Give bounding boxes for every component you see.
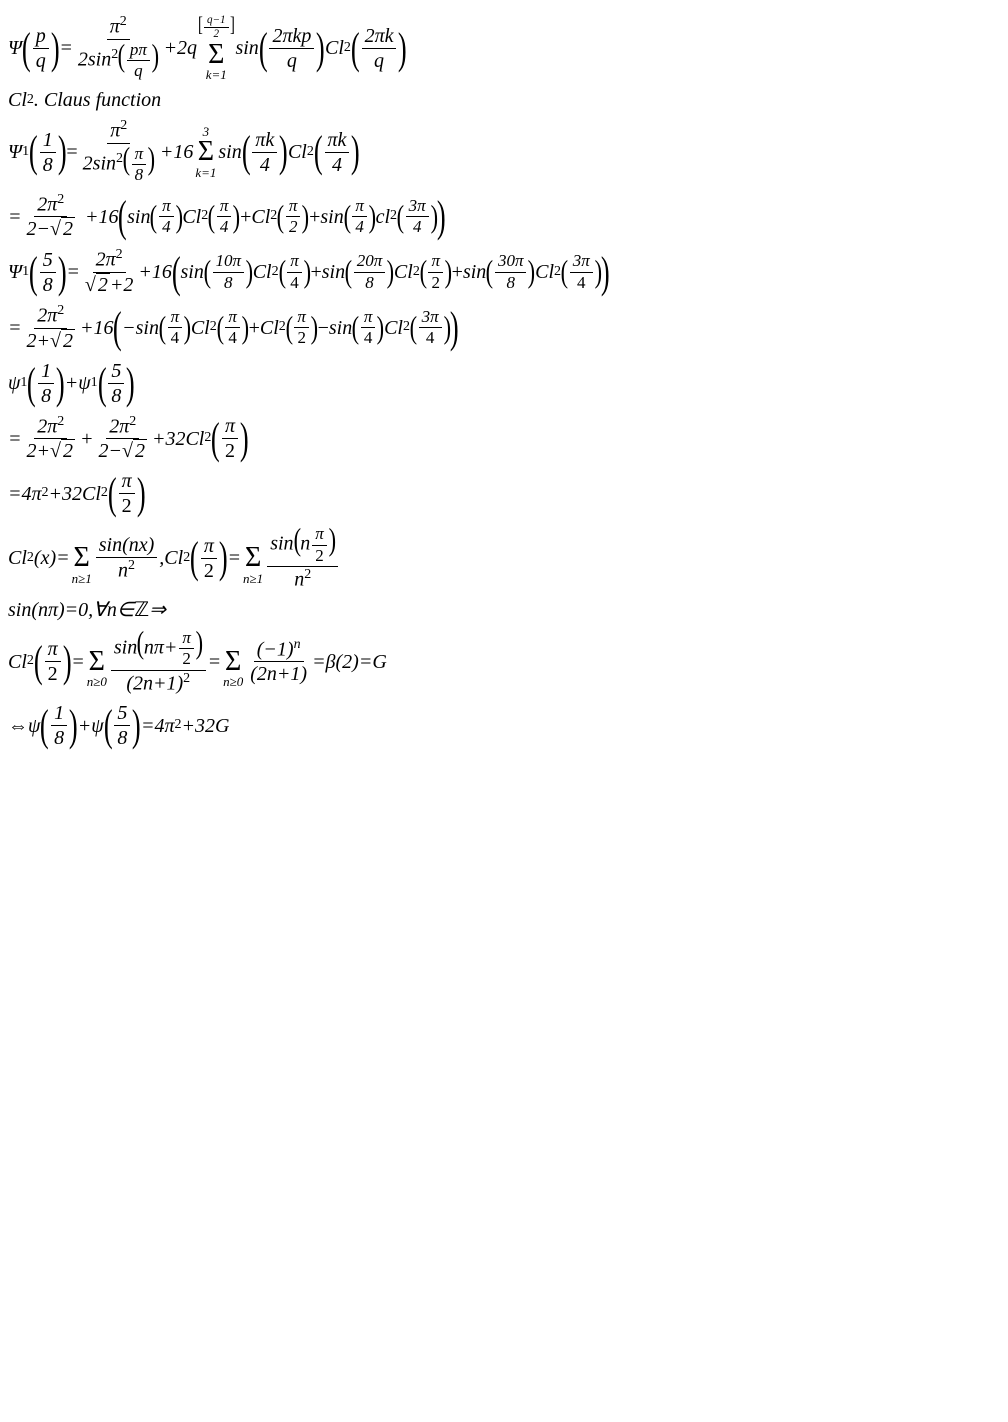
equation-line-11: sin(nπ)=0,∀n∈ℤ⇒	[8, 598, 1008, 622]
equation-line-7: ψ1 (18) +ψ1 (58)	[8, 359, 1008, 408]
equation-line-9: =4π2 +32Cl2 (π2)	[8, 469, 1008, 518]
equation-line-8: = 2π2 2+2 + 2π2 2−2 +32Cl2 (π2)	[8, 414, 1008, 464]
equation-line-3: Ψ1 (18) = π2 2sin2(π8) +16 3 Σ k=1 sin (…	[8, 118, 1008, 185]
sum-icon: Σn≥1	[243, 530, 263, 586]
equation-line-1: Ψ ( pq ) = π2 2sin2(pπq) +2q [q−12] Σ k=…	[8, 14, 1008, 82]
equation-line-4: = 2π2 2−2 +16 ( sin(π4) Cl2(π4) +Cl2(π2)…	[8, 192, 1008, 242]
sum-icon: 3 Σ k=1	[195, 124, 216, 180]
equation-line-12: Cl2 (π2) = Σn≥0 sin(nπ+π2) (2n+1)2 = Σn≥…	[8, 628, 1008, 695]
sum-icon: Σn≥0	[223, 633, 243, 689]
psi: Ψ	[8, 36, 22, 60]
sum-icon: Σn≥0	[87, 633, 107, 689]
sum-icon: [q−12] Σ k=1	[199, 14, 233, 82]
equation-line-10: Cl2 (x)= Σn≥1 sin(nx)n2 ,Cl2 (π2) = Σn≥1…	[8, 524, 1008, 591]
equation-line-2: Cl2. Claus function	[8, 88, 1008, 112]
sum-icon: Σn≥1	[72, 530, 92, 586]
equation-line-6: = 2π2 2+2 +16 ( −sin(π4) Cl2(π4) +Cl2(π2…	[8, 303, 1008, 353]
equation-line-5: Ψ1 (58) = 2π2 2+2 +16 ( sin(10π8) Cl2(π4…	[8, 247, 1008, 297]
equation-line-13: ⇔ψ (18) +ψ (58) =4π2 +32G	[8, 701, 1008, 750]
